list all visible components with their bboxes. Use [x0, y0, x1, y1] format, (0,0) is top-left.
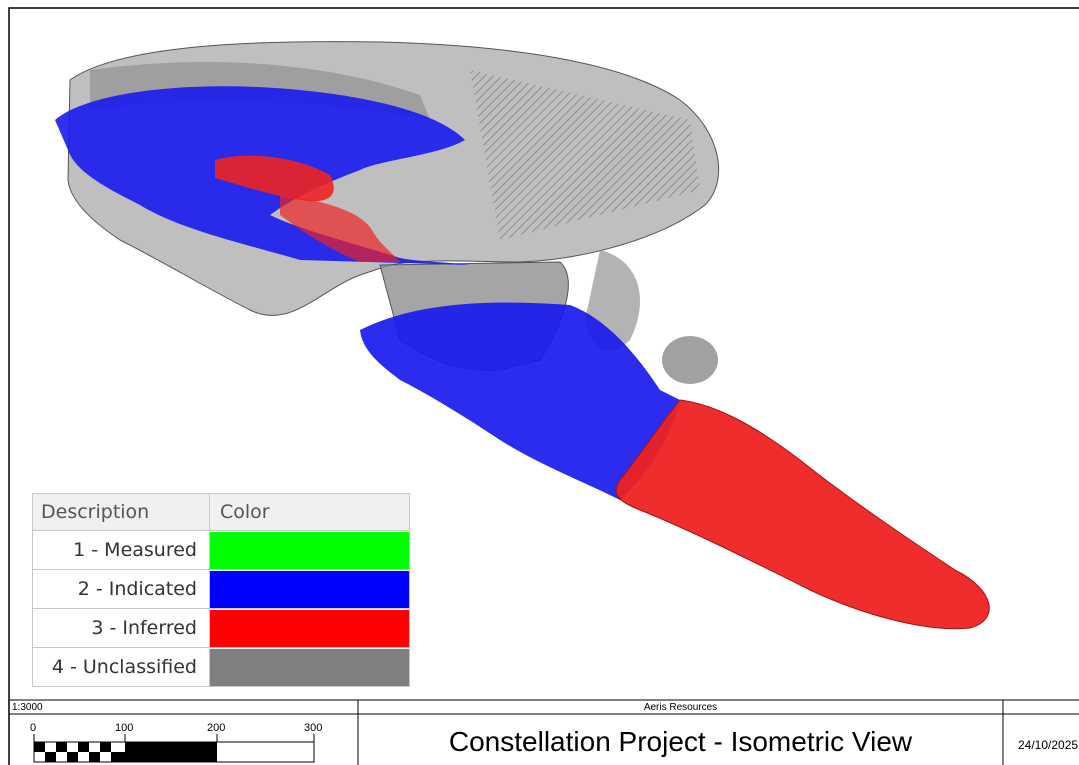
- scale-ratio: 1:3000: [12, 702, 43, 713]
- legend-label-unclassified: 4 - Unclassified: [32, 647, 210, 687]
- scale-tick-300: 300: [304, 722, 323, 734]
- legend-table: Description Color 1 - Measured 2 - Indic…: [32, 493, 410, 687]
- legend-swatch-indicated: [210, 570, 409, 608]
- scale-tick-0: 0: [30, 722, 37, 734]
- title-block: [9, 699, 1079, 765]
- legend-label-measured: 1 - Measured: [32, 530, 210, 570]
- scale-bar: [33, 734, 315, 763]
- legend-label-inferred: 3 - Inferred: [32, 608, 210, 648]
- legend-swatch-inferred: [210, 609, 409, 647]
- legend-header-description: Description: [32, 493, 210, 531]
- scale-tick-100: 100: [115, 722, 134, 734]
- legend-swatch-measured: [210, 531, 409, 569]
- scale-tick-200: 200: [207, 722, 226, 734]
- drawing-date: 24/10/2025: [1018, 738, 1079, 752]
- legend-label-indicated: 2 - Indicated: [32, 569, 210, 609]
- legend-header-color: Color: [209, 493, 410, 531]
- inferred-zone: [215, 155, 990, 630]
- company-name: Aeris Resources: [643, 702, 718, 713]
- frame-border: [8, 7, 1079, 765]
- legend-swatch-unclassified: [210, 648, 409, 686]
- drawing-title: Constellation Project - Isometric View: [448, 726, 913, 757]
